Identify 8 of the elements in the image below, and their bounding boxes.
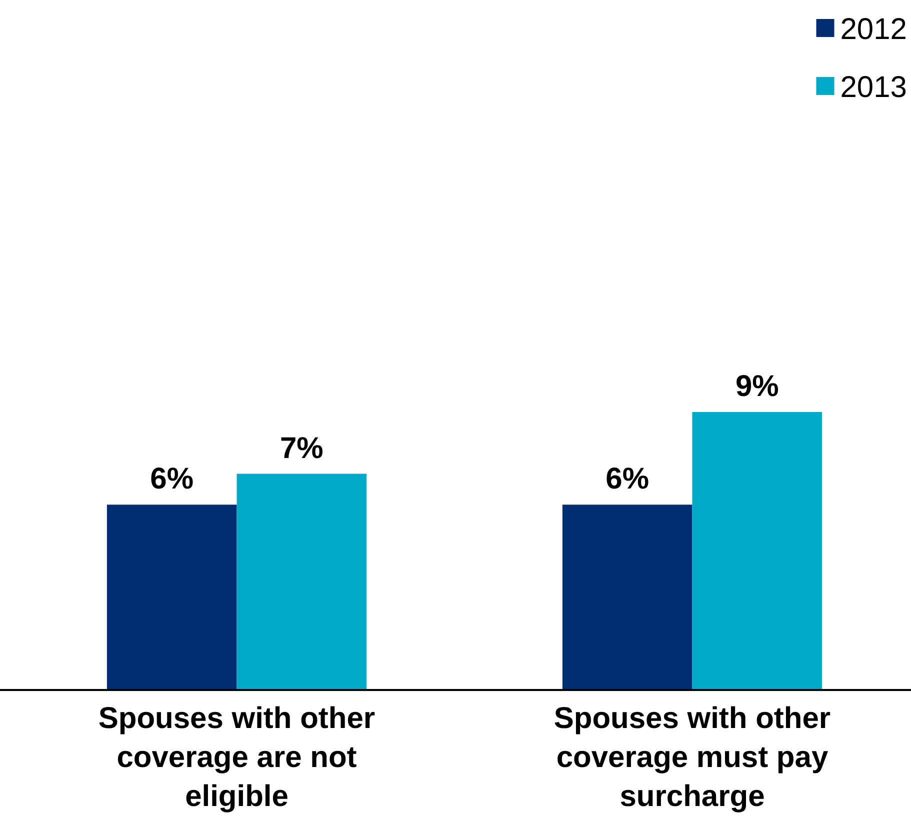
x-tick-label: Spouses with other coverage must pay surcharge: [554, 702, 831, 813]
data-label: 6%: [150, 462, 194, 496]
legend-label: 2012: [840, 13, 907, 46]
data-label: 7%: [280, 432, 324, 465]
legend-label: 2013: [840, 71, 907, 104]
x-tick-label: Spouses with other coverage are not eligible: [98, 702, 376, 813]
data-label: 6%: [606, 462, 650, 496]
data-label: 9%: [735, 370, 779, 403]
